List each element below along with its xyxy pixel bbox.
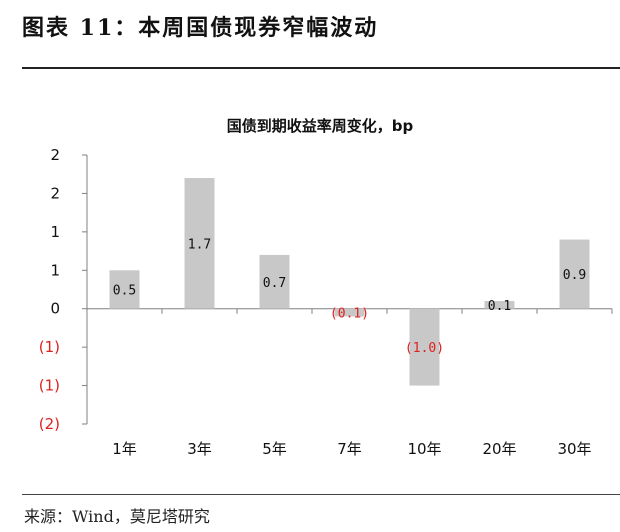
bottom-rule xyxy=(22,494,620,495)
y-tick-label: 2 xyxy=(50,146,60,164)
data-label: 0.5 xyxy=(113,284,136,299)
category-label: 7年 xyxy=(337,440,362,458)
y-tick-label: (1) xyxy=(39,338,60,356)
y-tick-label: (2) xyxy=(39,415,60,433)
axes: 2 2 1 1 0 (1) (1) (2) xyxy=(39,146,613,433)
bars xyxy=(109,178,590,386)
source-note: 来源：Wind，莫尼塔研究 xyxy=(24,507,210,526)
y-tick-label: (1) xyxy=(39,377,60,395)
data-label: 0.1 xyxy=(488,299,511,314)
bar-3年 xyxy=(184,178,215,309)
data-label: (0.1) xyxy=(330,307,369,322)
y-tick-label: 0 xyxy=(50,300,60,318)
bar-30年 xyxy=(559,239,590,309)
figure-title: 图表 11：本周国债现券窄幅波动 xyxy=(22,15,379,41)
bar-1年 xyxy=(109,270,140,309)
category-label: 1年 xyxy=(112,440,137,458)
bar-7年 xyxy=(334,308,365,317)
top-rule xyxy=(22,67,620,69)
data-label: 0.7 xyxy=(263,276,286,291)
bar-5年 xyxy=(259,254,290,309)
category-label: 3年 xyxy=(187,440,212,458)
data-label: (1.0) xyxy=(405,341,444,356)
data-label: 1.7 xyxy=(188,237,211,252)
category-labels: 1年 3年 5年 7年 10年 20年 30年 xyxy=(112,440,591,458)
data-label: 0.9 xyxy=(563,268,586,283)
data-labels: 0.5 1.7 0.7 (0.1) (1.0) 0.1 0.9 xyxy=(113,237,586,356)
y-tick-label: 1 xyxy=(50,261,60,279)
category-label: 30年 xyxy=(557,440,591,458)
bar-10年 xyxy=(409,308,440,386)
category-label: 10年 xyxy=(407,440,441,458)
chart-title: 国债到期收益率周变化，bp xyxy=(227,117,414,135)
y-tick-label: 2 xyxy=(50,184,60,202)
category-label: 20年 xyxy=(482,440,516,458)
category-label: 5年 xyxy=(262,440,287,458)
y-tick-label: 1 xyxy=(50,223,60,241)
bar-20年 xyxy=(484,301,515,309)
